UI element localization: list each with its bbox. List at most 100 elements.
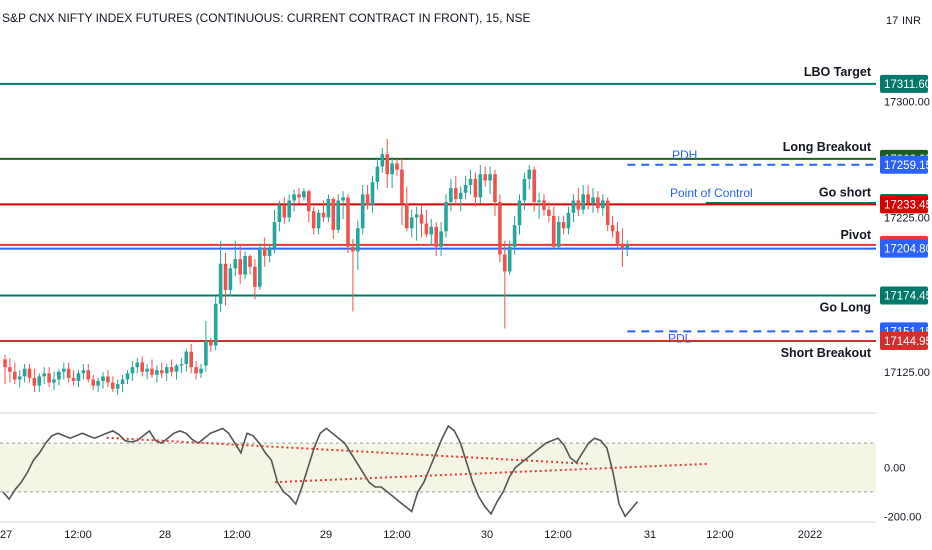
candle-body (213, 303, 218, 346)
candle-body (228, 268, 233, 290)
oscillator-trendline (274, 462, 709, 484)
candle-body (444, 202, 448, 232)
level-label-pivot: Pivot (840, 228, 871, 242)
candle-body (542, 200, 546, 210)
candle-body (522, 178, 527, 201)
candle-body (610, 225, 615, 232)
candle-body (57, 371, 61, 380)
candle-body (488, 174, 492, 181)
candle-body (71, 377, 76, 382)
candle-body (32, 377, 37, 386)
candle-body (311, 211, 316, 229)
level-label-short-breakout: Short Breakout (781, 346, 872, 360)
candle-body (307, 191, 311, 212)
level-label-go-long: Go Long (820, 300, 871, 314)
candle-body (62, 368, 66, 372)
candle-body (297, 194, 301, 198)
candle-body (571, 200, 576, 213)
price-badge: 17259.15 (880, 155, 932, 174)
candle-body (164, 367, 169, 374)
time-tick-label: 27 (0, 529, 12, 541)
price-axis[interactable]: 17 INR (886, 15, 921, 27)
price-tick-label: 17225.00 (884, 212, 930, 224)
candle-body (605, 200, 610, 226)
candle-body (601, 200, 605, 209)
candle-body (625, 245, 630, 249)
candle-body (8, 367, 12, 372)
candle-body (248, 256, 252, 267)
price-tick-label: 17300.00 (884, 97, 930, 109)
candle-body (405, 203, 409, 229)
candle-body (341, 197, 345, 201)
price-badge: 17311.60 (880, 74, 931, 93)
time-tick-label: 30 (481, 529, 493, 541)
candle-body (81, 370, 86, 374)
currency-label: INR (902, 15, 921, 27)
candle-body (282, 205, 287, 218)
candle-body (552, 215, 556, 247)
candle-body (473, 178, 478, 198)
candle-body (120, 379, 125, 385)
candle-body (321, 212, 326, 218)
price-badge: 17174.45 (880, 286, 932, 305)
candle-body (517, 200, 522, 226)
candle-body (326, 198, 331, 218)
candle-body (292, 194, 296, 201)
candle-body (155, 370, 159, 375)
candle-body (429, 226, 434, 235)
candle-body (150, 368, 154, 375)
time-tick-label: 12:00 (544, 529, 572, 541)
candle-body (390, 163, 394, 175)
candle-body (184, 351, 189, 365)
candle-body (22, 368, 27, 377)
candle-body (336, 200, 340, 230)
candle-body (483, 174, 487, 181)
time-tick-label: 12:00 (383, 529, 411, 541)
price-badge-value: 17144.95 (884, 336, 932, 348)
chart-title: S&P CNX NIFTY INDEX FUTURES (CONTINUOUS:… (2, 11, 531, 25)
candle-body (620, 243, 625, 249)
candle-body (434, 226, 438, 247)
candle-body (458, 192, 463, 199)
level-label-point-of-control: Point of Control (670, 186, 753, 200)
candle-body (91, 379, 95, 386)
candle-body (125, 373, 130, 380)
candle-body (537, 200, 541, 203)
candle-body (169, 367, 174, 372)
candle-body (532, 169, 536, 203)
candle-body (409, 217, 414, 229)
candle-body (596, 197, 600, 209)
candle-body (218, 263, 223, 304)
candle-body (400, 169, 404, 204)
price-badge-value: 17311.60 (884, 79, 931, 91)
candle-body (351, 246, 355, 252)
candle-body (356, 228, 360, 252)
oscillator-tick-label: -200.00 (884, 511, 921, 523)
candle-body (556, 222, 561, 247)
candle-body (454, 188, 458, 199)
candle-body (439, 231, 443, 247)
candle-body (547, 209, 551, 216)
price-badge-value: 17233.45 (884, 199, 932, 211)
candle-body (258, 248, 262, 287)
price-tick-top: 17 (886, 15, 898, 27)
candle-body (106, 376, 110, 383)
candle-body (101, 376, 105, 382)
price-tick-label: 17125.00 (884, 367, 930, 379)
time-tick-label: 12:00 (64, 529, 92, 541)
candle-body (47, 373, 51, 383)
level-label-pdh: PDH (672, 148, 697, 162)
candle-body (199, 368, 203, 374)
oscillator-pane: 0.00 -200.00 (0, 412, 921, 523)
candle-body (370, 181, 375, 206)
candle-body (302, 191, 306, 198)
candle-body (238, 259, 242, 275)
candle-body (395, 163, 399, 170)
candle-body (76, 373, 81, 382)
candles (3, 138, 630, 395)
oscillator-band (0, 443, 876, 492)
candle-body (96, 381, 100, 386)
candle-body (3, 359, 7, 368)
